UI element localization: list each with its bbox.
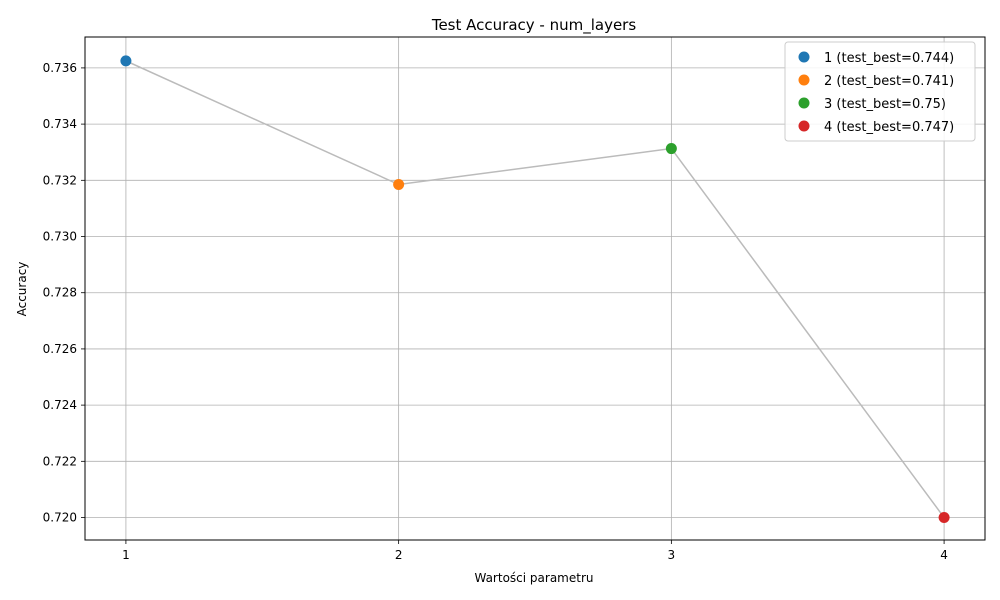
y-tick-label: 0.722: [43, 454, 77, 468]
legend-marker-4: [798, 120, 810, 132]
y-tick-label: 0.724: [43, 398, 77, 412]
legend: 1 (test_best=0.744) 2 (test_best=0.741) 3 …: [784, 41, 976, 142]
y-tick-label: 0.720: [43, 511, 77, 525]
data-point-2: [393, 179, 405, 191]
x-tick-label: 1: [122, 548, 130, 562]
x-tick-label: 3: [668, 548, 676, 562]
legend-label: 3 (test_best=0.75): [824, 97, 946, 112]
legend-box: [784, 41, 976, 142]
series-line: [125, 60, 945, 518]
chart-title: Test Accuracy - num_layers: [431, 16, 636, 35]
data-point-3: [665, 143, 677, 155]
y-axis-ticks: 0.720 0.722 0.724 0.726 0.728 0.730 0.732 0.734…: [43, 61, 85, 525]
legend-label: 1 (test_best=0.744): [824, 51, 954, 66]
legend-marker-1: [798, 51, 810, 63]
legend-label: 2 (test_best=0.741): [824, 74, 954, 89]
data-points: [120, 55, 950, 524]
data-point-4: [938, 512, 950, 524]
y-tick-label: 0.734: [43, 117, 77, 131]
x-tick-label: 2: [395, 548, 403, 562]
y-tick-label: 0.736: [43, 61, 77, 75]
x-axis-ticks: 1 2 3 4: [122, 540, 948, 562]
y-tick-label: 0.732: [43, 173, 77, 187]
legend-marker-2: [798, 74, 810, 86]
legend-label: 4 (test_best=0.747): [824, 120, 954, 135]
connecting-line: [125, 60, 945, 518]
y-tick-label: 0.728: [43, 286, 77, 300]
y-tick-label: 0.726: [43, 342, 77, 356]
data-point-1: [120, 55, 132, 67]
y-axis-label: Accuracy: [15, 262, 29, 317]
legend-marker-3: [798, 97, 810, 109]
plot-frame: [84, 36, 986, 541]
y-tick-label: 0.730: [43, 230, 77, 244]
x-axis-label: Wartości parametru: [474, 571, 593, 585]
x-tick-label: 4: [940, 548, 948, 562]
